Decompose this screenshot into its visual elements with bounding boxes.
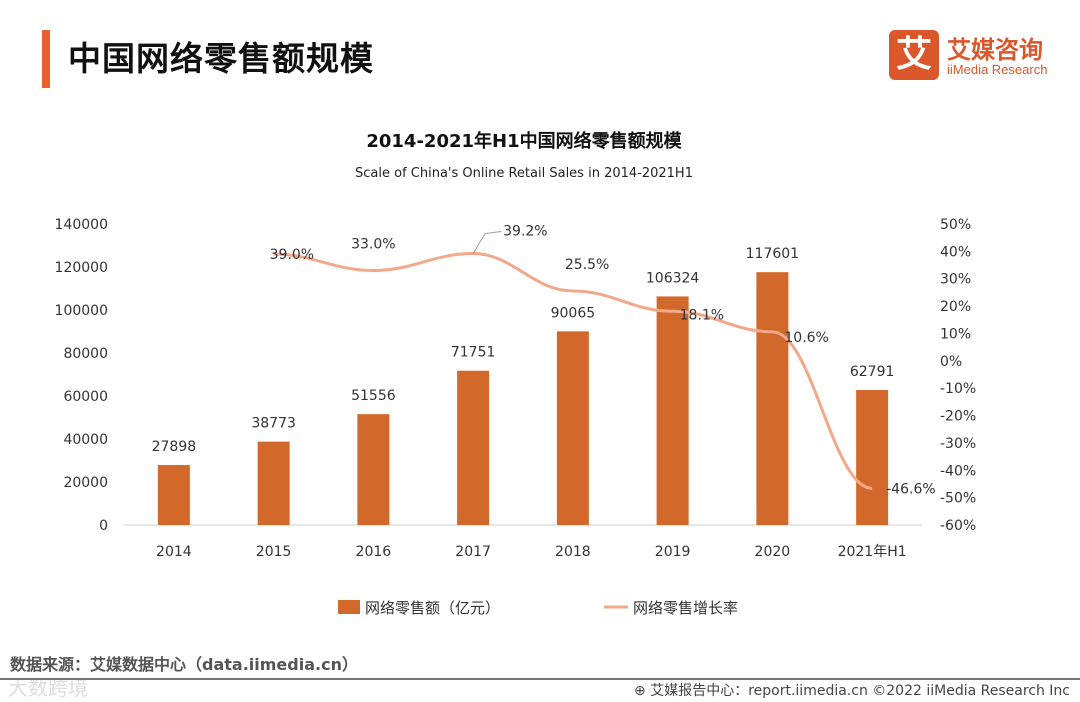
watermark: 大数跨境 [8,676,88,700]
bar-value-label: 27898 [152,439,197,455]
left-tick-label: 100000 [55,303,108,319]
data-source: 数据来源：艾媒数据中心（data.iimedia.cn） [10,655,358,674]
title-accent-bar [42,30,50,88]
legend-line-label: 网络零售增长率 [633,599,738,617]
left-tick-label: 80000 [63,346,108,362]
left-tick-label: 20000 [63,475,108,491]
x-tick-label: 2018 [555,544,591,560]
x-tick-label: 2021年H1 [838,544,907,560]
footer-credit: ⊕ 艾媒报告中心：report.iimedia.cn ©2022 iiMedia… [634,683,1070,699]
bar-value-label: 51556 [351,388,396,404]
growth-rate-line [273,252,873,490]
right-tick-label: -50% [940,491,976,507]
growth-value-label: 39.0% [270,247,314,263]
bar-value-label: 71751 [451,345,496,361]
bar [856,389,889,525]
iimedia-logo: 艾 艾媒咨询 iiMedia Research [889,30,1069,80]
bar-value-label: 117601 [746,246,799,262]
growth-value-label: 18.1% [680,307,724,323]
right-tick-label: 50% [940,217,971,233]
right-tick-label: 30% [940,272,971,288]
right-tick-label: -10% [940,381,976,397]
x-tick-label: 2016 [356,544,392,560]
growth-value-label: -46.6% [886,481,936,497]
x-tick-label: 2015 [256,544,292,560]
bar [257,441,290,525]
bar [556,331,589,525]
bar [756,272,789,525]
right-tick-label: 10% [940,326,971,342]
right-tick-label: 0% [940,354,962,370]
footer-divider [0,678,1080,680]
growth-value-label: 25.5% [565,257,609,273]
right-tick-label: -30% [940,436,976,452]
x-tick-label: 2020 [755,544,791,560]
x-tick-label: 2014 [156,544,192,560]
logo-cn: 艾媒咨询 [947,36,1043,64]
bar-value-label: 62791 [850,364,895,380]
bar [157,465,190,525]
left-tick-label: 120000 [55,260,108,276]
left-tick-label: 60000 [63,389,108,405]
logo-en: iiMedia Research [947,62,1048,77]
bar [357,414,390,525]
left-tick-label: 40000 [63,432,108,448]
right-tick-label: 40% [940,244,971,260]
chart-title: 2014-2021年H1中国网络零售额规模 [366,130,682,152]
left-tick-label: 0 [99,518,108,534]
bar-value-label: 38773 [251,416,296,432]
logo-mark: 艾 [889,30,939,80]
right-tick-label: -60% [940,518,976,534]
right-tick-label: -40% [940,463,976,479]
growth-value-label: 10.6% [784,330,828,346]
right-tick-label: -20% [940,409,976,425]
bar [457,370,490,525]
right-tick-label: 20% [940,299,971,315]
x-tick-label: 2019 [655,544,691,560]
bar [656,296,689,525]
page-title: 中国网络零售额规模 [68,39,374,78]
label-leader-line [472,231,502,254]
growth-value-label: 39.2% [503,224,547,240]
legend-bar-label: 网络零售额（亿元） [365,599,500,617]
bar-value-label: 106324 [646,270,700,286]
legend-bar-swatch [338,600,360,614]
left-tick-label: 140000 [55,217,108,233]
growth-value-label: 33.0% [351,237,395,253]
x-tick-label: 2017 [455,544,491,560]
chart-subtitle: Scale of China's Online Retail Sales in … [355,166,693,181]
bar-value-label: 90065 [551,305,596,321]
